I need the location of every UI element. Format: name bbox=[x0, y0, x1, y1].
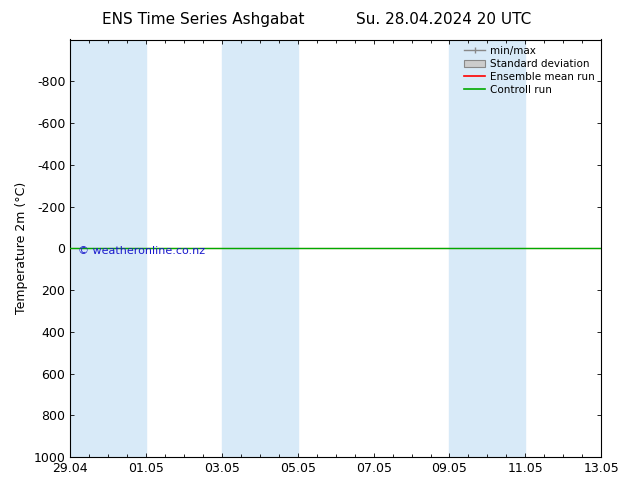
Text: ENS Time Series Ashgabat: ENS Time Series Ashgabat bbox=[101, 12, 304, 27]
Text: Su. 28.04.2024 20 UTC: Su. 28.04.2024 20 UTC bbox=[356, 12, 531, 27]
Text: © weatheronline.co.nz: © weatheronline.co.nz bbox=[78, 246, 205, 256]
Bar bbox=[222, 40, 298, 457]
Y-axis label: Temperature 2m (°C): Temperature 2m (°C) bbox=[15, 182, 28, 315]
Bar bbox=[450, 40, 526, 457]
Bar bbox=[70, 40, 146, 457]
Legend: min/max, Standard deviation, Ensemble mean run, Controll run: min/max, Standard deviation, Ensemble me… bbox=[460, 42, 599, 99]
